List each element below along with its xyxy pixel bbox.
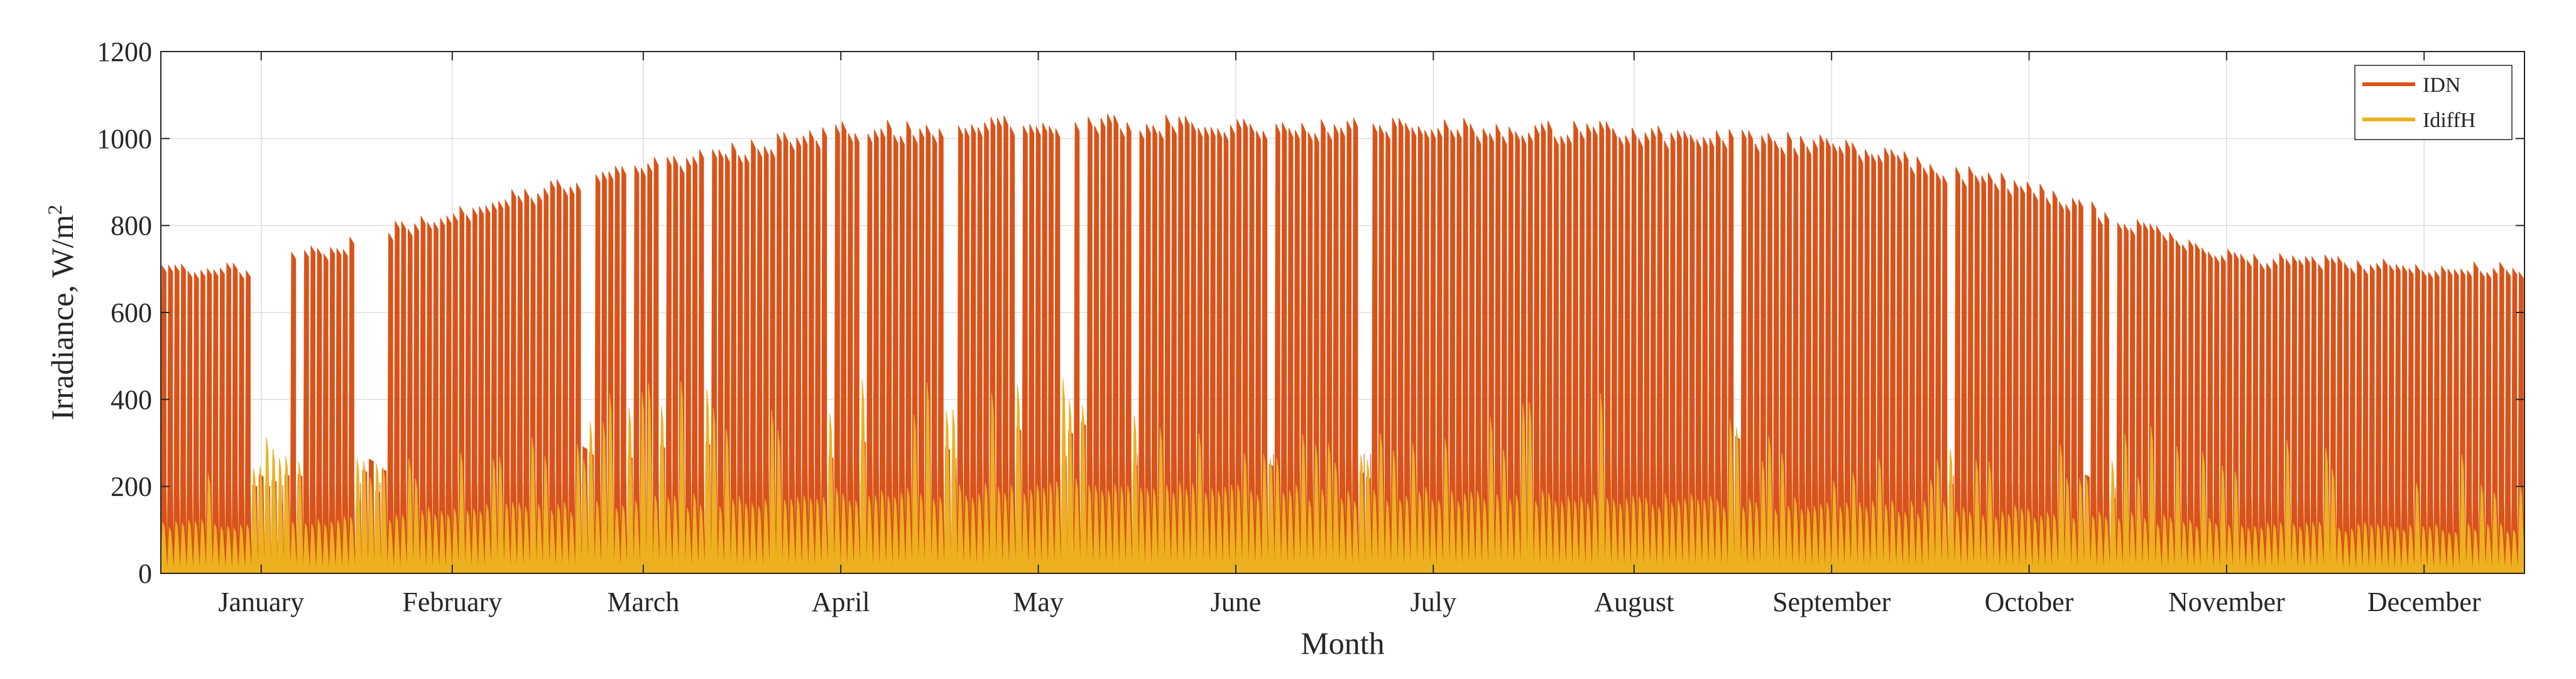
x-axis-label: Month bbox=[1301, 626, 1384, 661]
y-axis-label-superscript: 2 bbox=[43, 205, 66, 215]
y-tick-label: 1200 bbox=[97, 36, 152, 67]
y-axis-label: Irradiance, W/m2 bbox=[43, 205, 80, 421]
y-tick-label: 0 bbox=[138, 558, 152, 589]
x-tick-label: July bbox=[1411, 587, 1456, 617]
y-tick-label: 600 bbox=[111, 297, 152, 328]
x-tick-label: January bbox=[218, 587, 304, 617]
x-tick-label: August bbox=[1594, 587, 1674, 617]
y-tick-label: 200 bbox=[111, 472, 152, 502]
x-tick-label: May bbox=[1013, 587, 1064, 617]
x-tick-label: November bbox=[2168, 587, 2285, 617]
data-layer bbox=[160, 113, 2525, 574]
x-tick-label: February bbox=[402, 587, 502, 617]
y-tick-label: 1000 bbox=[97, 123, 152, 154]
y-axis-label-text: Irradiance, W/m bbox=[45, 215, 80, 421]
series-idn-area bbox=[160, 113, 2525, 574]
x-tick-label: April bbox=[812, 587, 870, 617]
legend-label-idiffh: IdiffH bbox=[2423, 109, 2475, 132]
legend-box bbox=[2354, 65, 2513, 140]
x-axis-ticks: January February March April May June July Augu… bbox=[218, 52, 2481, 617]
legend-label-idn: IDN bbox=[2423, 74, 2460, 97]
series-idiffh-area bbox=[160, 378, 2525, 574]
y-axis-ticks: 0 200 400 600 800 1000 1200 bbox=[97, 36, 2524, 589]
x-tick-label: September bbox=[1772, 587, 1891, 617]
x-tick-label: October bbox=[1985, 587, 2074, 617]
y-tick-label: 800 bbox=[111, 211, 152, 241]
legend: IDN IdiffH bbox=[2354, 65, 2513, 140]
y-tick-label: 400 bbox=[111, 384, 152, 415]
x-tick-label: March bbox=[607, 587, 679, 617]
x-tick-label: June bbox=[1211, 587, 1262, 617]
x-tick-label: December bbox=[2367, 587, 2481, 617]
